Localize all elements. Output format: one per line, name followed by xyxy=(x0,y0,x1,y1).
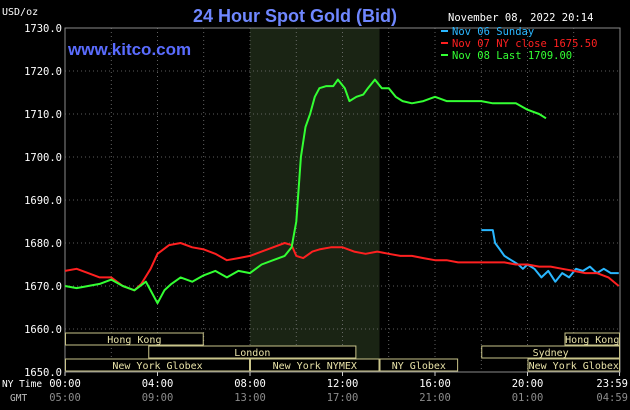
x-tick-label-gmt: 05:00 xyxy=(49,392,81,404)
x-tick-label-ny: 16:00 xyxy=(419,378,451,390)
chart-title: 24 Hour Spot Gold (Bid) xyxy=(193,6,397,26)
y-tick-label: 1710.0 xyxy=(24,109,62,121)
x-tick-label-ny: 08:00 xyxy=(234,378,266,390)
unit-label: USD/oz xyxy=(2,7,38,18)
legend-entry: Nov 07 NY close 1675.50 xyxy=(452,38,597,50)
session-bar xyxy=(527,358,620,372)
x-tick-label-gmt: 09:00 xyxy=(142,392,174,404)
y-tick-label: 1650.0 xyxy=(24,367,62,379)
y-tick-label: 1670.0 xyxy=(24,281,62,293)
y-tick-label: 1680.0 xyxy=(24,238,62,250)
session-label: New York Globex xyxy=(529,361,619,372)
y-tick-label: 1690.0 xyxy=(24,195,62,207)
series-line xyxy=(64,242,620,292)
x-tick-label-ny: 04:00 xyxy=(142,378,174,390)
session-label: Sydney xyxy=(533,348,569,359)
y-tick-label: 1660.0 xyxy=(24,324,62,336)
series-line xyxy=(64,78,547,305)
chart-datetime: November 08, 2022 20:14 xyxy=(448,12,593,24)
session-label: NY Globex xyxy=(392,361,446,372)
session-label: London xyxy=(234,348,270,359)
session-bar xyxy=(65,332,204,346)
legend-entry: Nov 08 Last 1709.00 xyxy=(452,50,572,62)
session-bar xyxy=(379,358,459,372)
x-tick-label-gmt: 04:59 xyxy=(596,392,628,404)
session-label: New York Globex xyxy=(112,361,202,372)
y-tick-label: 1730.0 xyxy=(24,23,62,35)
watermark-link[interactable]: www.kitco.com xyxy=(67,40,191,59)
session-label: New York NYMEX xyxy=(273,361,357,372)
session-bar xyxy=(481,345,620,359)
x-tick-label-gmt: 13:00 xyxy=(234,392,266,404)
session-label: Hong Kong xyxy=(107,335,161,346)
legend-entry: Nov 06 Sunday xyxy=(452,26,534,38)
y-tick-label: 1700.0 xyxy=(24,152,62,164)
x-axis-label-gmt: GMT xyxy=(10,393,27,404)
session-bar xyxy=(148,345,357,359)
session-label: Hong Kong xyxy=(565,335,619,346)
series-line xyxy=(481,229,619,283)
session-bar xyxy=(65,358,250,372)
x-tick-label-ny: 00:00 xyxy=(49,378,81,390)
x-tick-label-ny: 12:00 xyxy=(327,378,359,390)
x-axis-label-ny: NY Time xyxy=(2,379,42,390)
x-tick-label-ny: 20:00 xyxy=(512,378,544,390)
y-tick-label: 1720.0 xyxy=(24,66,62,78)
x-tick-label-ny: 23:59 xyxy=(596,378,628,390)
x-tick-label-gmt: 01:00 xyxy=(512,392,544,404)
x-tick-label-gmt: 17:00 xyxy=(327,392,359,404)
session-bar xyxy=(250,358,380,372)
x-tick-label-gmt: 21:00 xyxy=(419,392,451,404)
session-bar xyxy=(564,332,620,346)
